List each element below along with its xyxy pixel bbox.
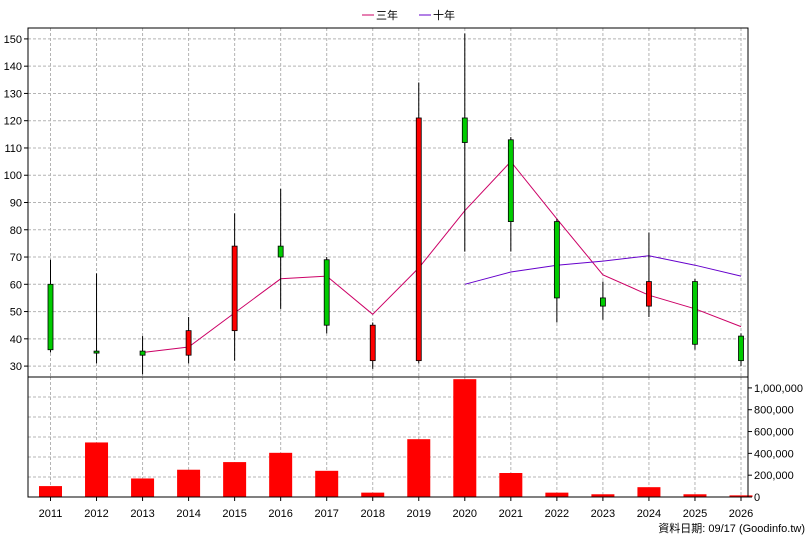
volume-bar	[131, 478, 155, 497]
volume-bar	[637, 487, 661, 497]
price-tick-label: 70	[10, 252, 22, 264]
year-tick-label: 2021	[499, 508, 523, 520]
moving-average-lines	[142, 160, 742, 353]
volume-bar	[499, 473, 523, 497]
legend: 三年 十年	[362, 8, 455, 22]
legend-label-1: 三年	[376, 8, 398, 22]
volume-bar	[269, 452, 293, 497]
volume-bar	[453, 379, 477, 497]
volume-panel-grid	[28, 377, 748, 497]
source-note: 資料日期: 09/17 (Goodinfo.tw)	[658, 521, 805, 535]
year-tick-label: 2025	[683, 508, 707, 520]
volume-bar	[223, 462, 247, 497]
volume-bar	[591, 494, 615, 497]
volume-bar	[545, 492, 569, 497]
series-line-2	[464, 255, 742, 285]
price-tick-label: 100	[4, 170, 22, 182]
year-tick-label: 2020	[453, 508, 477, 520]
volume-bar	[39, 486, 62, 497]
year-tick-label: 2013	[130, 508, 154, 520]
candle-body	[139, 350, 146, 356]
volume-bar	[315, 470, 339, 497]
price-axis: 30 40 50 60 70 80 90 100 110 120 130 140 150	[4, 34, 28, 373]
candle-body	[93, 350, 100, 354]
volume-bar	[729, 495, 753, 497]
volume-bar	[361, 492, 385, 497]
year-tick-label: 2017	[314, 508, 338, 520]
panel-frames	[27, 27, 749, 498]
volume-tick-label: 1,000,000	[754, 383, 803, 395]
candle-body	[738, 335, 744, 362]
candle-body	[47, 283, 54, 351]
year-tick-label: 2026	[729, 508, 753, 520]
candlesticks	[47, 33, 744, 375]
candle-body	[553, 221, 560, 299]
candle-body	[369, 324, 376, 362]
year-tick-label: 2014	[176, 508, 200, 520]
price-panel-grid	[28, 28, 748, 377]
price-tick-label: 120	[4, 116, 22, 128]
volume-tick-label: 400,000	[754, 448, 794, 460]
price-tick-label: 80	[10, 225, 22, 237]
year-tick-label: 2019	[407, 508, 431, 520]
series-line-1	[142, 160, 742, 353]
price-tick-label: 90	[10, 198, 22, 210]
volume-bar	[85, 442, 109, 497]
candle-body	[323, 259, 330, 326]
candle-body	[507, 139, 514, 222]
candle-body	[600, 297, 606, 307]
year-tick-label: 2012	[84, 508, 108, 520]
year-tick-label: 2024	[637, 508, 661, 520]
candle-body	[231, 245, 238, 332]
price-tick-label: 110	[4, 143, 22, 155]
year-tick-label: 2015	[222, 508, 246, 520]
volume-bars	[39, 379, 753, 497]
year-axis: 2011 2012 2013 2014 2015 2016 2017 2018 2019 2020…	[39, 497, 753, 520]
candle-body	[692, 281, 698, 345]
volume-tick-label: 0	[754, 492, 760, 504]
price-tick-label: 150	[4, 34, 22, 46]
legend-label-2: 十年	[433, 8, 455, 22]
volume-bar	[407, 439, 431, 497]
volume-axis: 0 200,000 400,000 600,000 800,000 1,000,000	[748, 383, 803, 504]
candle-body	[461, 117, 468, 143]
year-tick-label: 2011	[39, 508, 63, 520]
candle-body	[277, 245, 284, 258]
year-tick-label: 2022	[545, 508, 569, 520]
volume-tick-label: 600,000	[754, 427, 794, 439]
volume-tick-label: 200,000	[754, 470, 794, 482]
price-tick-label: 40	[10, 334, 22, 346]
year-tick-label: 2018	[360, 508, 384, 520]
year-tick-label: 2016	[268, 508, 292, 520]
year-tick-label: 2023	[591, 508, 615, 520]
candle-body	[415, 117, 422, 362]
candle-body	[185, 330, 192, 356]
price-tick-label: 130	[4, 88, 22, 100]
price-tick-label: 140	[4, 61, 22, 73]
price-tick-label: 30	[10, 361, 22, 373]
volume-tick-label: 800,000	[754, 405, 794, 417]
price-tick-label: 60	[10, 279, 22, 291]
candle-body	[646, 281, 652, 307]
volume-bar	[177, 469, 201, 497]
price-tick-label: 50	[10, 307, 22, 319]
volume-bar	[683, 494, 707, 497]
volume-panel-frame	[27, 376, 749, 498]
